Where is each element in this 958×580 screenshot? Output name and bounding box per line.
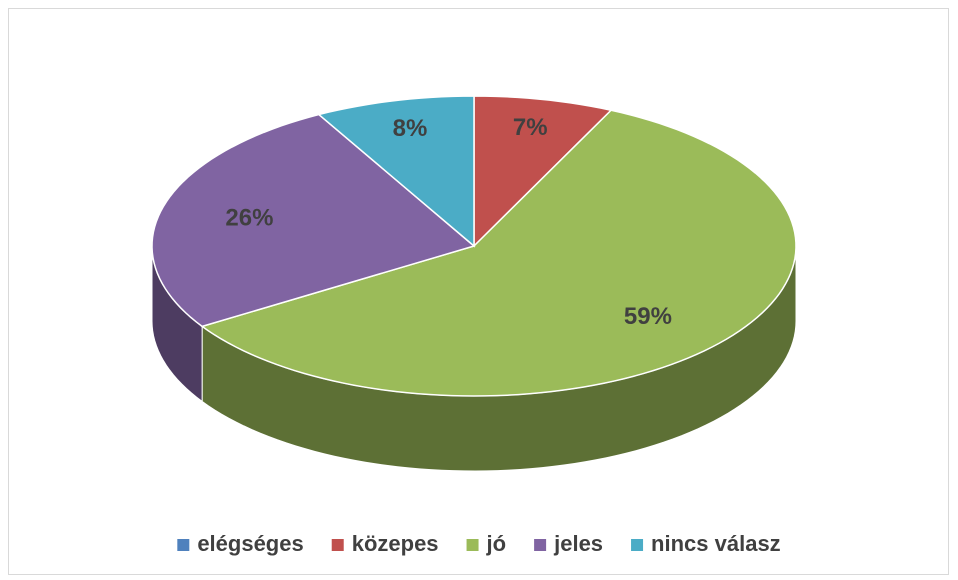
data-label: 8% [393, 115, 428, 142]
legend-label: jeles [553, 531, 603, 556]
slice [200, 109, 797, 397]
data-label: 59% [624, 303, 672, 330]
slice [317, 95, 475, 248]
legend-swatch [177, 539, 190, 551]
legend-label: nincs válasz [651, 531, 781, 556]
slice [151, 113, 476, 328]
legend-swatch [331, 539, 344, 551]
data-label: 7% [513, 114, 548, 141]
legend-label: közepes [352, 531, 439, 556]
legend-label: elégséges [197, 531, 303, 556]
legend-swatch [631, 539, 644, 551]
legend-swatch [534, 539, 547, 551]
slice [473, 95, 613, 248]
legend: elégséges közepes jó jeles nincs válasz [177, 531, 781, 556]
legend-label: jó [486, 531, 507, 556]
data-label: 26% [225, 204, 273, 231]
legend-swatch [466, 539, 479, 551]
